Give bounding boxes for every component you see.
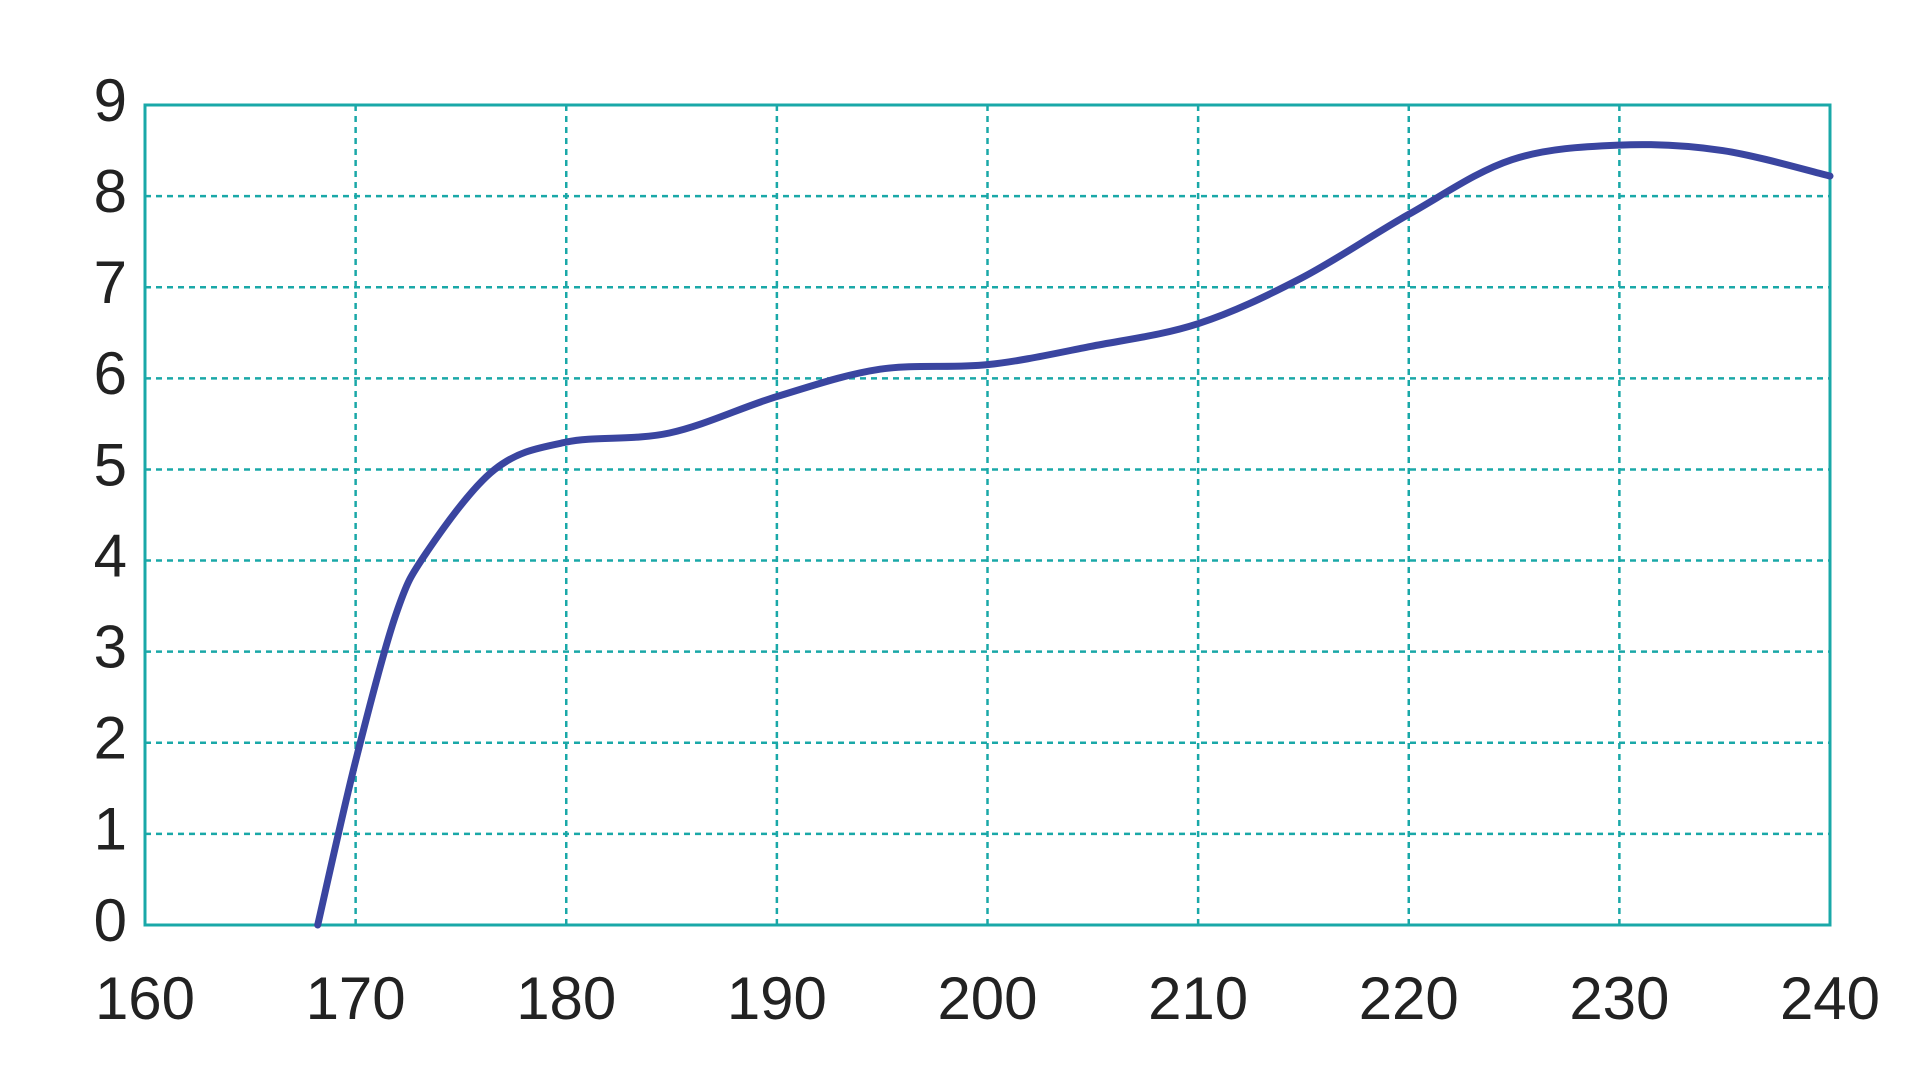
y-tick-label: 3 [94,614,127,681]
x-tick-label: 170 [306,965,406,1032]
x-tick-label: 200 [937,965,1037,1032]
y-tick-label: 1 [94,796,127,863]
x-tick-label: 210 [1148,965,1248,1032]
y-tick-label: 4 [94,522,127,589]
y-tick-label: 9 [94,67,127,134]
y-tick-label: 7 [94,249,127,316]
y-tick-label: 5 [94,431,127,498]
data-line [314,141,1834,929]
x-tick-label: 220 [1359,965,1459,1032]
y-tick-label: 6 [94,340,127,407]
x-tick-label: 190 [727,965,827,1032]
x-tick-label: 180 [516,965,616,1032]
plot-frame [143,103,1832,927]
x-tick-label: 230 [1569,965,1669,1032]
x-tick-label: 240 [1780,965,1880,1032]
y-tick-label: 2 [94,705,127,772]
x-tick-label: 160 [95,965,195,1032]
y-tick-label: 8 [94,158,127,225]
y-tick-label: 0 [94,887,127,954]
